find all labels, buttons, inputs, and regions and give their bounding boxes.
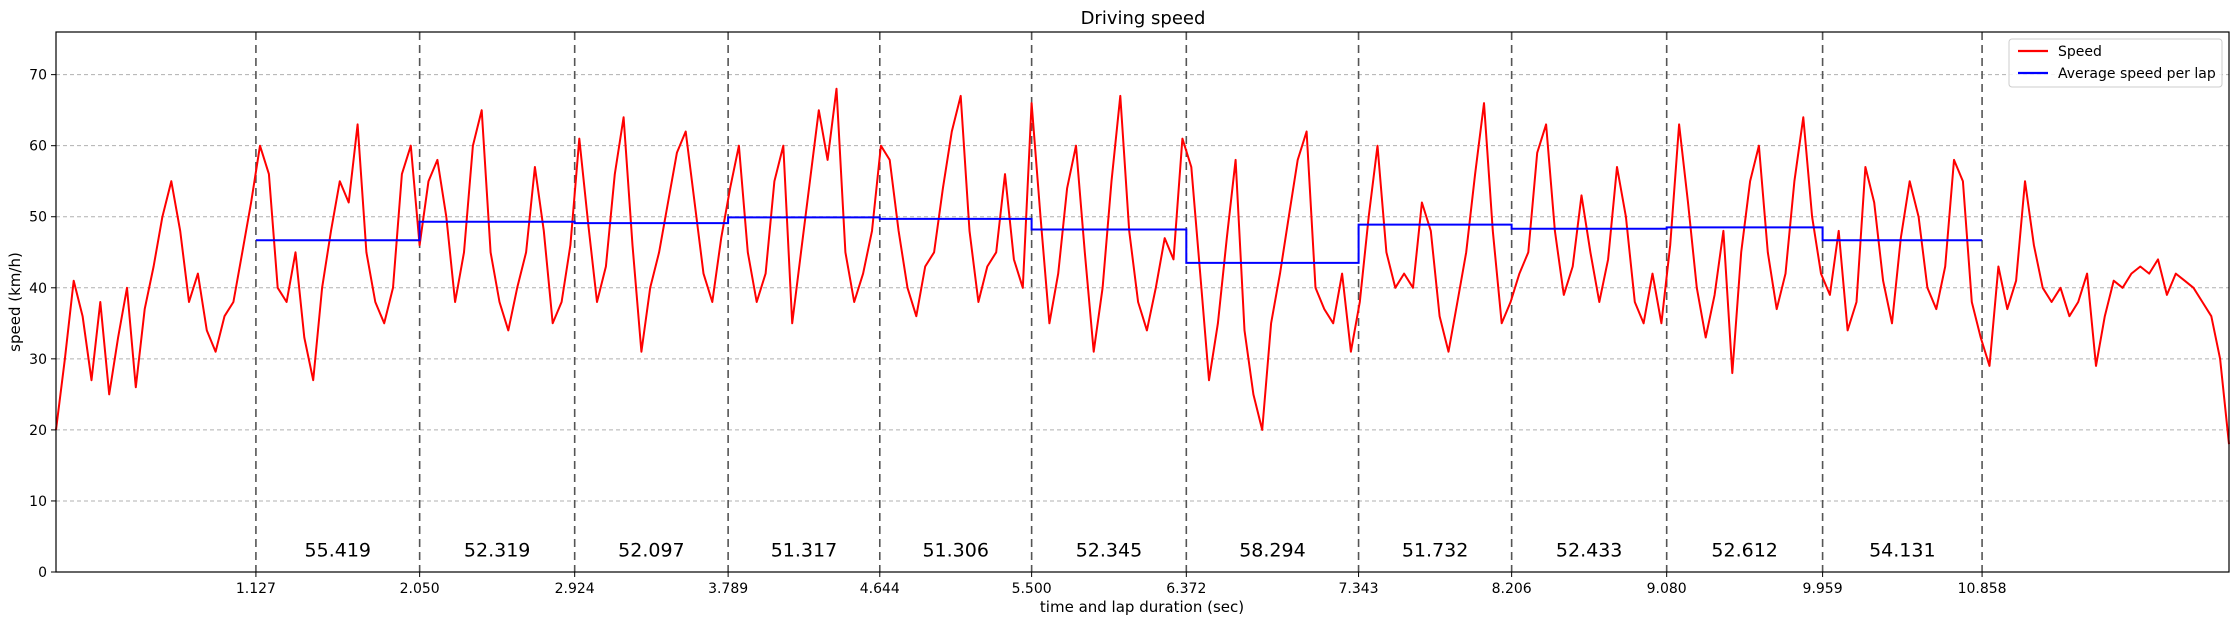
chart-title: Driving speed: [1081, 8, 1206, 29]
y-tick-label: 30: [29, 352, 47, 368]
lap-time-label: 55.419: [305, 539, 371, 561]
x-tick-label: 8.206: [1492, 581, 1532, 597]
y-tick-label: 10: [29, 494, 47, 510]
lap-time-label: 52.097: [618, 539, 684, 561]
lap-time-label: 54.131: [1869, 539, 1935, 561]
y-axis-ticks: 0 10 20 30 40 50 60 70: [29, 68, 56, 581]
lap-time-label: 51.732: [1402, 539, 1468, 561]
y-tick-label: 0: [38, 565, 47, 581]
lap-time-label: 52.345: [1076, 539, 1142, 561]
average-speed-line: [255, 216, 1983, 264]
lap-time-label: 58.294: [1239, 539, 1305, 561]
legend-box: [2008, 38, 2223, 88]
x-tick-label: 9.080: [1647, 581, 1687, 597]
y-tick-label: 50: [29, 210, 47, 226]
x-tick-label: 4.644: [860, 581, 900, 597]
y-tick-label: 70: [29, 68, 47, 84]
lap-time-label: 52.319: [464, 539, 530, 561]
lap-time-label: 51.317: [771, 539, 837, 561]
x-tick-label: 1.127: [236, 581, 276, 597]
lap-time-label: 51.306: [922, 539, 988, 561]
x-tick-label: 2.050: [400, 581, 440, 597]
x-tick-label: 2.924: [555, 581, 595, 597]
x-tick-label: 7.343: [1339, 581, 1379, 597]
lap-time-label: 52.433: [1556, 539, 1622, 561]
average-speed-series: [255, 216, 1983, 264]
speed-line: [55, 87, 2230, 445]
plot-frame: [55, 31, 2230, 573]
lap-time-labels: 55.419 52.319 52.097 51.317 51.306 52.345 58.2…: [305, 539, 1936, 561]
y-tick-label: 20: [29, 423, 47, 439]
x-tick-label: 5.500: [1012, 581, 1052, 597]
x-axis-ticks: 1.127 2.050 2.924 3.789 4.644 5.500 6.372 7.343…: [236, 572, 2007, 597]
x-tick-label: 10.858: [1958, 581, 2007, 597]
speed-series: [55, 87, 2230, 445]
y-axis-label: speed (km/h): [6, 252, 24, 352]
lap-boundary-lines: [255, 32, 1983, 572]
x-axis-label: time and lap duration (sec): [1040, 598, 1244, 616]
legend: Speed Average speed per lap: [2008, 38, 2223, 88]
lap-time-label: 52.612: [1711, 539, 1777, 561]
grid-lines: [56, 74, 2229, 502]
y-tick-label: 60: [29, 139, 47, 155]
legend-label-speed: Speed: [2058, 44, 2102, 60]
y-tick-label: 40: [29, 281, 47, 297]
x-tick-label: 9.959: [1803, 581, 1843, 597]
x-tick-label: 3.789: [708, 581, 748, 597]
legend-label-average: Average speed per lap: [2058, 66, 2216, 82]
x-tick-label: 6.372: [1166, 581, 1206, 597]
